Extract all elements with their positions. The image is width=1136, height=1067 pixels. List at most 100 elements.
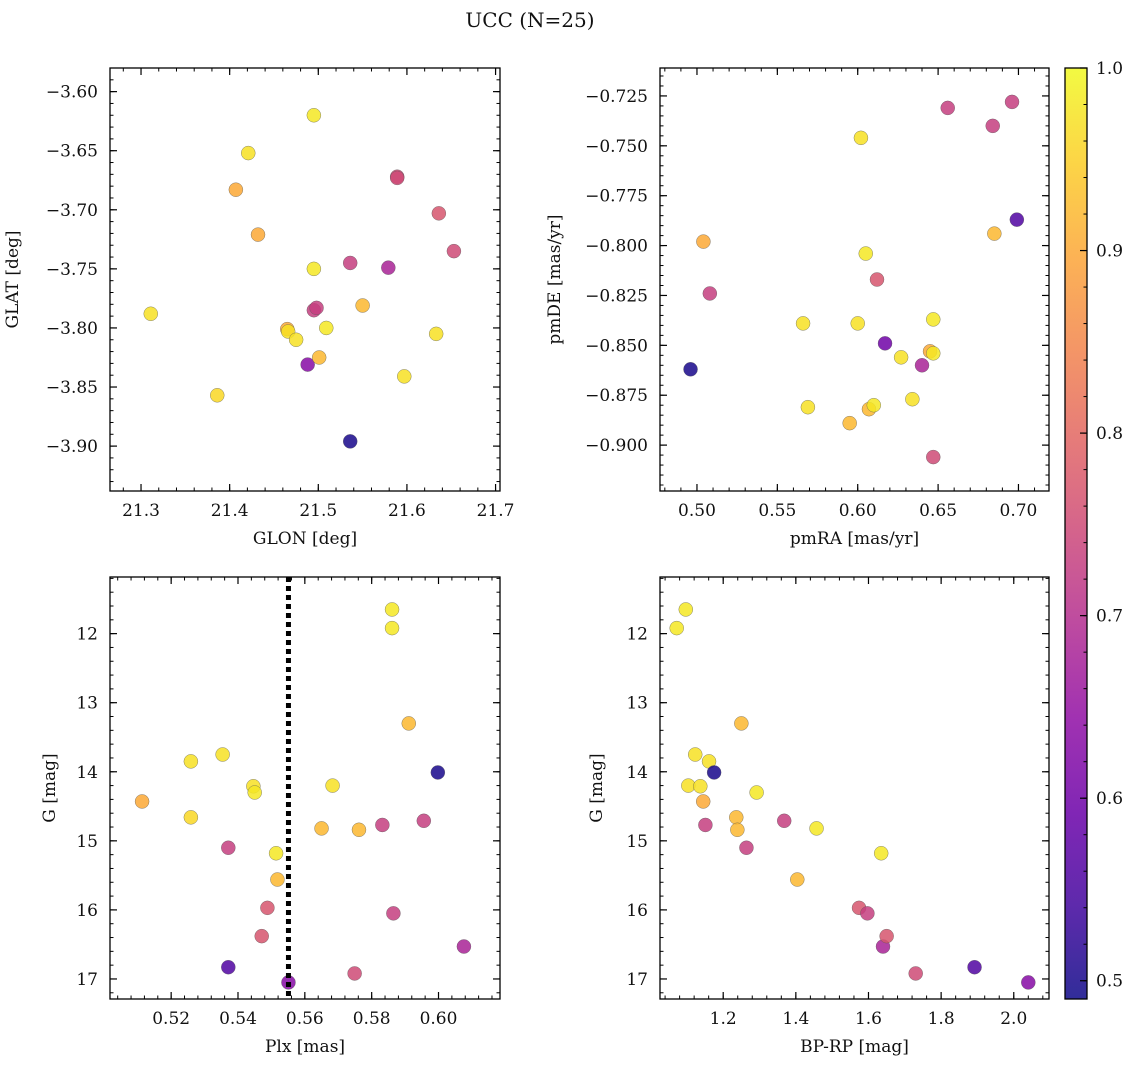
axes-frame (659, 576, 1050, 1000)
scatter-points (134, 602, 472, 990)
scatter-point (706, 765, 722, 780)
y-tick-label: 17 (626, 970, 648, 990)
scatter-point (693, 779, 708, 794)
scatter-point (250, 227, 266, 242)
x-tick-label: 1.8 (928, 1009, 955, 1029)
scatter-point (428, 326, 444, 342)
scatter-point (687, 747, 703, 762)
y-tick-label: 13 (626, 694, 648, 714)
scatter-point (430, 765, 446, 780)
scatter-point (260, 900, 275, 916)
y-tick-label: 15 (626, 832, 648, 852)
scatter-point (386, 906, 401, 921)
scatter-point (790, 872, 805, 887)
scatter-point (908, 966, 923, 981)
scatter-point (210, 388, 225, 403)
scatter-point (241, 145, 256, 161)
x-tick-label: 0.56 (286, 1009, 324, 1029)
scatter-point (795, 316, 811, 331)
minor-ticks (110, 67, 500, 491)
scatter-point (401, 716, 417, 731)
scatter-point (730, 822, 745, 838)
panel-2: 0.50 0.55 0.60 0.65 0.70 −0.725 −0.750 −0.775 −0… (545, 67, 1050, 549)
scatter-point (940, 100, 955, 116)
scatter-point (879, 928, 894, 944)
scatter-point (695, 794, 711, 809)
x-tick-label: 21.6 (388, 501, 426, 521)
scatter-point (842, 415, 857, 431)
panel-1: 21.3 21.4 21.5 21.6 21.7 −3.60 −3.65 −3.70 −3.75… (3, 67, 514, 549)
y-tick-label: 16 (626, 901, 648, 921)
scatter-point (389, 170, 405, 186)
scatter-point (134, 794, 150, 809)
scatter-point (309, 300, 324, 316)
scatter-point (860, 906, 875, 921)
y-tick-label: −0.750 (585, 137, 648, 157)
scatter-points (143, 108, 462, 449)
scatter-point (926, 449, 941, 465)
scatter-point (809, 821, 824, 836)
colorbar-frame (1064, 67, 1088, 1000)
y-tick-label: −3.90 (46, 437, 98, 457)
scatter-point (1004, 94, 1020, 110)
colorbar-tick-label: 1.0 (1096, 59, 1123, 79)
y-tick-label: −0.875 (585, 386, 648, 406)
scatter-point (342, 434, 358, 449)
y-tick-label: −3.65 (46, 142, 98, 162)
scatter-point (342, 255, 358, 271)
scatter-points (669, 602, 1036, 990)
y-tick-label: −0.800 (585, 237, 648, 257)
y-tick-label: 14 (76, 763, 98, 783)
scatter-point (300, 357, 315, 372)
scatter-point (873, 846, 889, 861)
x-tick-label: 21.5 (299, 501, 337, 521)
scatter-point (853, 130, 869, 146)
axes-frame (659, 67, 1050, 492)
scatter-point (446, 243, 462, 259)
y-axis-label: G [mag] (40, 753, 60, 822)
y-tick-label: 12 (626, 625, 648, 645)
colorbar: 0.5 0.6 0.7 0.8 0.9 1.0 (1064, 59, 1123, 1000)
scatter-point (215, 747, 230, 762)
x-tick-label: 1.4 (782, 1009, 809, 1029)
scatter-point (869, 272, 885, 287)
scatter-point (397, 369, 412, 384)
scatter-point (877, 336, 893, 351)
scatter-point (247, 785, 262, 800)
x-tick-label: 1.6 (855, 1009, 882, 1029)
panel-4: 1.2 1.4 1.6 1.8 2.0 12 13 14 15 16 17 BP-RP [mag] G … (587, 576, 1050, 1057)
scatter-point (381, 260, 396, 275)
scatter-point (800, 399, 816, 415)
colorbar-gradient (1065, 68, 1087, 999)
axes-frame (109, 67, 501, 492)
scatter-point (850, 316, 865, 331)
scatter-point (221, 840, 236, 855)
panels-group: 21.3 21.4 21.5 21.6 21.7 −3.60 −3.65 −3.70 −3.75… (3, 67, 1050, 1057)
scatter-points (683, 94, 1025, 465)
scatter-point (669, 620, 684, 636)
y-tick-label: −3.85 (46, 378, 98, 398)
scatter-point (183, 810, 199, 825)
colorbar-tick-label: 0.9 (1096, 242, 1123, 262)
y-tick-label: −3.70 (46, 201, 98, 221)
colorbar-tick-label: 0.7 (1096, 607, 1123, 627)
scatter-point (678, 602, 694, 617)
y-tick-label: −0.825 (585, 286, 648, 306)
scatter-point (683, 362, 698, 377)
scatter-point (456, 939, 472, 954)
scatter-point (347, 966, 362, 981)
y-tick-label: 13 (76, 694, 98, 714)
scatter-point (270, 872, 285, 887)
scatter-point (739, 840, 754, 855)
y-tick-label: 12 (76, 625, 98, 645)
scatter-point (268, 846, 284, 861)
x-tick-label: 0.55 (758, 501, 796, 521)
y-axis-label: G [mag] (587, 753, 607, 822)
x-tick-label: 0.58 (353, 1009, 391, 1029)
scatter-point (696, 234, 711, 249)
scatter-point (306, 261, 322, 277)
scatter-point (319, 320, 334, 336)
y-tick-label: −3.60 (46, 83, 98, 103)
x-tick-label: 1.2 (710, 1009, 737, 1029)
y-tick-label: −0.850 (585, 336, 648, 356)
